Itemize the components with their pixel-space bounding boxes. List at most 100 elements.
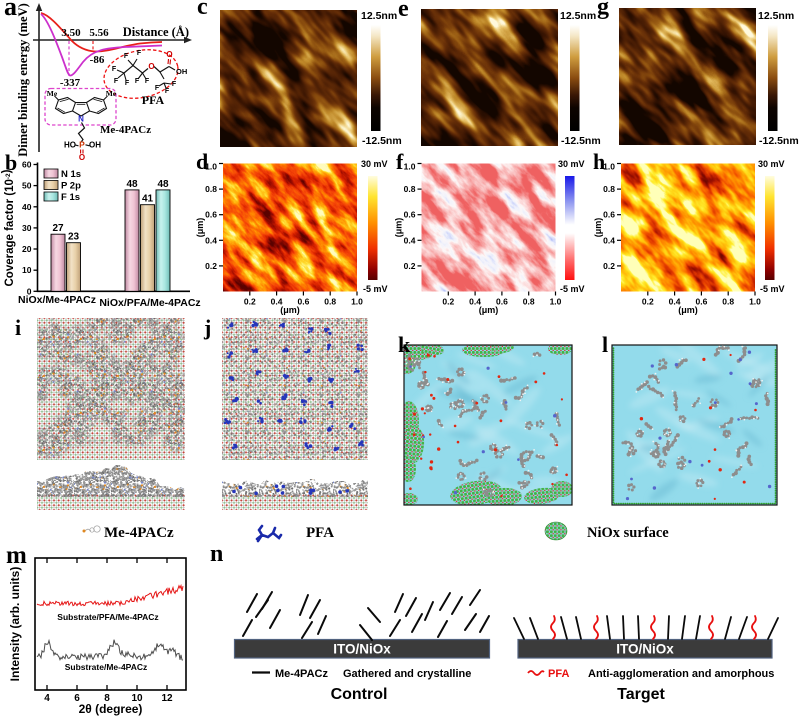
svg-text:Me-4PACz: Me-4PACz — [275, 668, 328, 680]
svg-text:40: 40 — [22, 202, 32, 212]
svg-text:6: 6 — [74, 693, 80, 704]
svg-text:0.8: 0.8 — [404, 184, 416, 194]
svg-text:12: 12 — [161, 693, 173, 704]
svg-text:Control: Control — [331, 686, 388, 703]
svg-text:P: P — [79, 140, 85, 150]
svg-text:-86: -86 — [90, 54, 105, 66]
svg-text:5.56: 5.56 — [89, 27, 109, 39]
svg-text:n: n — [210, 541, 223, 567]
svg-text:(μm): (μm) — [678, 305, 698, 315]
svg-text:-12.5nm: -12.5nm — [561, 135, 601, 147]
svg-text:NiOx/PFA/Me-4PACz: NiOx/PFA/Me-4PACz — [99, 297, 200, 309]
svg-text:48: 48 — [157, 179, 169, 190]
svg-text:PFA: PFA — [548, 668, 569, 680]
svg-text:0.2: 0.2 — [442, 297, 454, 307]
svg-text:12.5nm: 12.5nm — [758, 10, 794, 22]
svg-text:Me-4PACz: Me-4PACz — [104, 525, 174, 541]
svg-text:(μm): (μm) — [593, 218, 603, 238]
svg-text:2θ (degree): 2θ (degree) — [79, 702, 143, 716]
svg-text:NiOx/Me-4PACz: NiOx/Me-4PACz — [18, 294, 96, 306]
svg-text:k: k — [398, 332, 411, 357]
svg-text:0.2: 0.2 — [205, 261, 217, 271]
svg-text:F: F — [114, 78, 119, 85]
svg-text:NiOx surface: NiOx surface — [587, 525, 669, 541]
svg-text:Me-4PACz: Me-4PACz — [100, 124, 151, 136]
svg-text:3.50: 3.50 — [61, 27, 81, 39]
svg-text:e: e — [398, 0, 409, 22]
svg-text:0.6: 0.6 — [404, 210, 416, 220]
svg-text:Distance (Å): Distance (Å) — [123, 25, 189, 39]
svg-text:1.0: 1.0 — [550, 297, 562, 307]
svg-text:0.4: 0.4 — [469, 297, 481, 307]
svg-text:0.8: 0.8 — [603, 184, 615, 194]
svg-text:-5 mV: -5 mV — [560, 284, 585, 294]
svg-text:30 mV: 30 mV — [758, 159, 785, 169]
svg-text:Coverage factor (10-2): Coverage factor (10-2) — [1, 169, 16, 286]
svg-text:0.8: 0.8 — [205, 184, 217, 194]
svg-text:-12.5nm: -12.5nm — [759, 135, 799, 147]
svg-text:1.0: 1.0 — [205, 162, 217, 172]
svg-text:Me: Me — [106, 89, 117, 98]
svg-text:0.2: 0.2 — [603, 261, 615, 271]
svg-text:30 mV: 30 mV — [361, 159, 388, 169]
svg-text:60: 60 — [22, 160, 32, 170]
svg-text:-12.5nm: -12.5nm — [362, 135, 402, 147]
svg-text:N: N — [78, 115, 84, 124]
svg-text:10: 10 — [131, 693, 143, 704]
svg-text:0.4: 0.4 — [603, 235, 615, 245]
svg-text:0.2: 0.2 — [404, 261, 416, 271]
svg-text:0.4: 0.4 — [404, 235, 416, 245]
svg-text:0.6: 0.6 — [205, 210, 217, 220]
svg-text:0: 0 — [27, 286, 32, 296]
svg-text:F: F — [165, 88, 170, 95]
svg-text:27: 27 — [52, 223, 64, 234]
svg-text:Substrate/Me-4PACz: Substrate/Me-4PACz — [65, 662, 148, 672]
svg-text:F: F — [135, 78, 140, 85]
svg-text:PFA: PFA — [306, 525, 334, 541]
svg-text:F: F — [155, 85, 160, 92]
svg-text:30: 30 — [22, 223, 32, 233]
svg-text:0.4: 0.4 — [669, 297, 681, 307]
svg-text:Gathered and crystalline: Gathered and crystalline — [343, 668, 471, 680]
svg-text:-5 mV: -5 mV — [363, 284, 388, 294]
svg-text:30 mV: 30 mV — [558, 159, 585, 169]
svg-text:O: O — [79, 153, 85, 162]
svg-text:a: a — [4, 0, 17, 21]
svg-text:0.6: 0.6 — [603, 210, 615, 220]
svg-text:ITO/NiOx: ITO/NiOx — [616, 642, 674, 657]
svg-text:-5 mV: -5 mV — [760, 284, 785, 294]
svg-text:N 1s: N 1s — [61, 169, 81, 180]
svg-text:g: g — [597, 0, 609, 20]
svg-text:0.4: 0.4 — [271, 297, 283, 307]
svg-text:PFA: PFA — [142, 93, 165, 107]
svg-text:4: 4 — [44, 693, 50, 704]
svg-text:HO: HO — [64, 141, 76, 150]
svg-text:1.0: 1.0 — [749, 297, 761, 307]
svg-text:Substrate/PFA/Me-4PACz: Substrate/PFA/Me-4PACz — [57, 612, 158, 622]
svg-text:Me: Me — [47, 89, 58, 98]
svg-text:0.8: 0.8 — [324, 297, 336, 307]
svg-text:c: c — [197, 0, 208, 20]
svg-text:12.5nm: 12.5nm — [560, 10, 596, 22]
svg-text:Target: Target — [617, 686, 665, 703]
svg-text:48: 48 — [126, 179, 138, 190]
svg-text:O: O — [148, 62, 154, 71]
svg-text:F 1s: F 1s — [61, 192, 80, 203]
svg-text:(μm): (μm) — [479, 305, 499, 315]
svg-text:d: d — [196, 149, 208, 174]
svg-text:F: F — [124, 53, 129, 60]
svg-text:P 2p: P 2p — [61, 181, 81, 192]
svg-text:(μm): (μm) — [394, 218, 404, 238]
svg-text:1.0: 1.0 — [603, 162, 615, 172]
svg-text:0.2: 0.2 — [244, 297, 256, 307]
svg-text:Intensity (arb. units): Intensity (arb. units) — [8, 567, 22, 682]
svg-text:0.6: 0.6 — [695, 297, 707, 307]
svg-text:0.8: 0.8 — [722, 297, 734, 307]
svg-text:0.8: 0.8 — [523, 297, 535, 307]
svg-text:O: O — [166, 50, 172, 59]
svg-text:23: 23 — [68, 232, 80, 243]
svg-text:F: F — [145, 78, 150, 85]
svg-text:F: F — [137, 50, 142, 57]
svg-text:h: h — [593, 149, 605, 174]
svg-text:10: 10 — [22, 265, 32, 275]
